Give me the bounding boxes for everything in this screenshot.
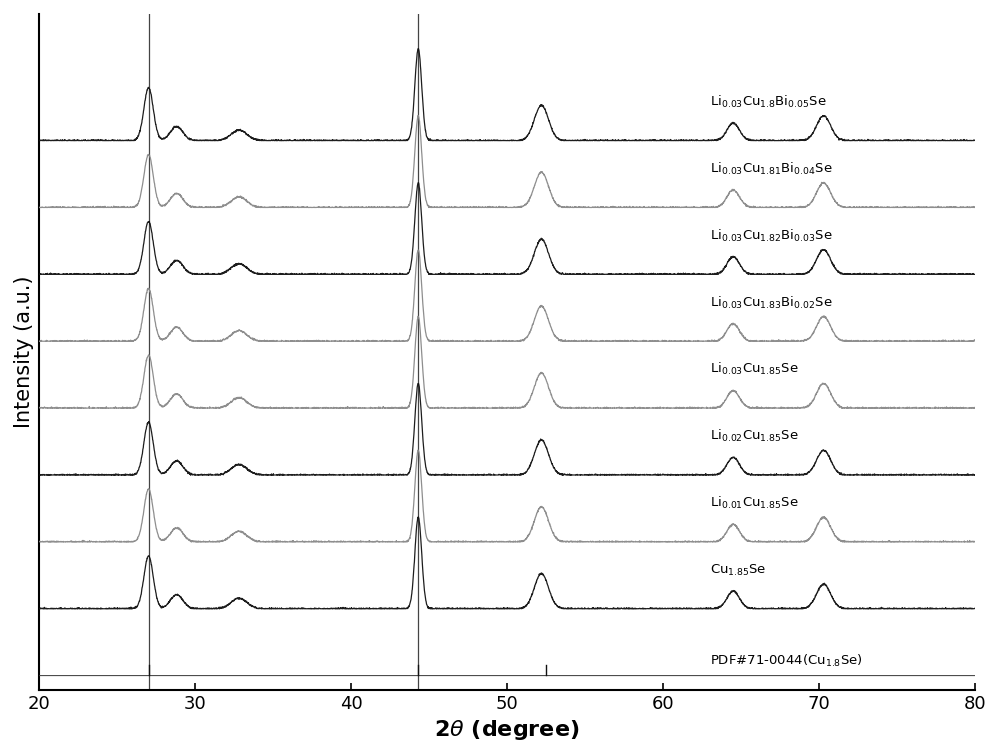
Text: PDF#71-0044(Cu$_{1.8}$Se): PDF#71-0044(Cu$_{1.8}$Se) [710,652,862,668]
Text: Li$_{0.03}$Cu$_{1.81}$Bi$_{0.04}$Se: Li$_{0.03}$Cu$_{1.81}$Bi$_{0.04}$Se [710,161,832,177]
Text: Li$_{0.03}$Cu$_{1.8}$Bi$_{0.05}$Se: Li$_{0.03}$Cu$_{1.8}$Bi$_{0.05}$Se [710,94,826,110]
Text: Li$_{0.01}$Cu$_{1.85}$Se: Li$_{0.01}$Cu$_{1.85}$Se [710,495,798,511]
Text: Li$_{0.03}$Cu$_{1.83}$Bi$_{0.02}$Se: Li$_{0.03}$Cu$_{1.83}$Bi$_{0.02}$Se [710,295,832,311]
X-axis label: 2$\theta$ (degree): 2$\theta$ (degree) [434,718,580,742]
Text: Li$_{0.02}$Cu$_{1.85}$Se: Li$_{0.02}$Cu$_{1.85}$Se [710,428,798,445]
Y-axis label: Intensity (a.u.): Intensity (a.u.) [14,275,34,428]
Text: Li$_{0.03}$Cu$_{1.82}$Bi$_{0.03}$Se: Li$_{0.03}$Cu$_{1.82}$Bi$_{0.03}$Se [710,228,832,243]
Text: Cu$_{1.85}$Se: Cu$_{1.85}$Se [710,562,766,578]
Text: Li$_{0.03}$Cu$_{1.85}$Se: Li$_{0.03}$Cu$_{1.85}$Se [710,361,798,377]
